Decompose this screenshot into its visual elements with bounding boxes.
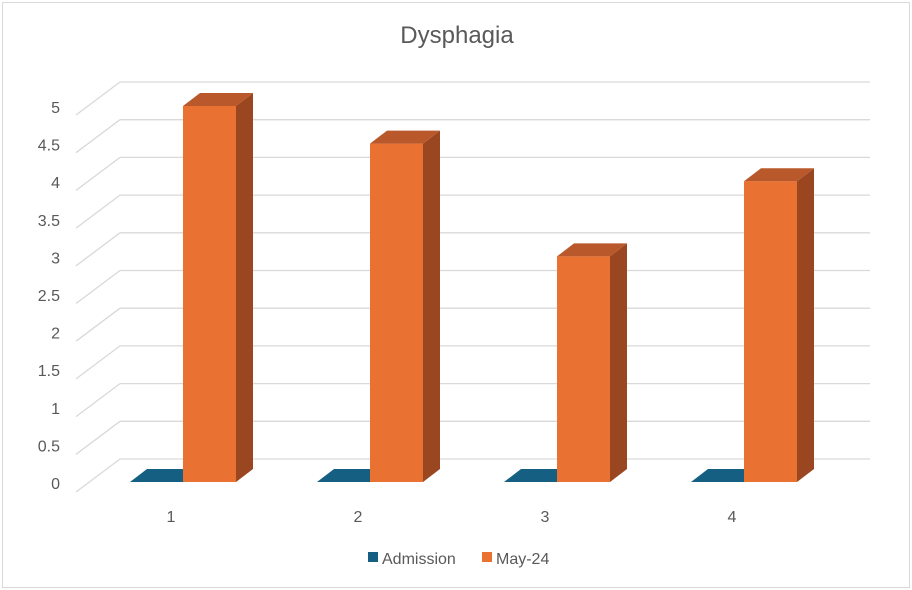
gridline-side: [75, 269, 121, 305]
gridline-side: [75, 119, 121, 154]
bar-side: [797, 168, 814, 482]
legend-swatch: [368, 552, 378, 562]
x-axis-ticks: 1 2 3 4: [167, 509, 737, 526]
x-tick-label: 2: [354, 509, 363, 526]
bar-front: [744, 181, 797, 482]
bar-may-24-1: [183, 93, 253, 482]
x-tick-label: 1: [167, 509, 176, 526]
bar-admission-3: [504, 469, 574, 482]
x-tick-label: 4: [728, 509, 737, 526]
bar-side: [236, 93, 253, 482]
legend-label: Admission: [382, 551, 456, 568]
legend-swatch: [482, 552, 492, 562]
y-tick-label: 5: [51, 100, 60, 117]
gridline-side: [75, 345, 121, 380]
y-axis-ticks: 0 0.5 1 1.5 2 2.5 3 3.5 4 4.5 5: [38, 100, 60, 493]
y-tick-label: 1: [51, 401, 60, 418]
bar-top: [691, 469, 761, 482]
gridline-side: [75, 420, 121, 455]
bar-top: [183, 93, 253, 106]
gridline-side: [75, 81, 121, 116]
bar-may-24-3: [557, 243, 627, 482]
y-tick-label: 3: [51, 250, 60, 267]
x-tick-label: 3: [541, 509, 550, 526]
bar-side: [423, 130, 440, 482]
bar-front: [557, 256, 610, 482]
gridline-side: [75, 156, 121, 191]
bar-may-24-2: [370, 130, 440, 482]
bar-front: [370, 143, 423, 482]
gridline-side: [75, 194, 121, 229]
y-tick-label: 0: [51, 476, 60, 493]
bar-side: [610, 243, 627, 482]
bar-top: [557, 243, 627, 257]
bar-top: [744, 168, 814, 182]
legend-item: Admission: [368, 551, 456, 568]
y-tick-label: 4: [51, 175, 60, 192]
y-tick-label: 0.5: [38, 438, 60, 455]
bar-top: [317, 469, 387, 482]
legend-item: May-24: [482, 551, 549, 568]
bar-may-24-4: [744, 168, 814, 482]
gridline-side: [75, 307, 121, 342]
y-tick-label: 3.5: [38, 213, 60, 230]
y-tick-label: 1.5: [38, 363, 60, 380]
y-tick-label: 4.5: [38, 138, 60, 155]
chart-title: Dysphagia: [400, 22, 514, 49]
legend-label: May-24: [496, 551, 549, 568]
bars: [130, 93, 814, 482]
y-tick-label: 2: [51, 326, 60, 343]
gridline-side: [75, 232, 121, 267]
gridline-side: [75, 458, 121, 493]
legend: Admission May-24: [368, 551, 549, 568]
y-tick-label: 2.5: [38, 288, 60, 305]
bar-top: [370, 130, 440, 144]
bar-admission-1: [130, 469, 200, 482]
bar-top: [504, 469, 574, 482]
bar-admission-4: [691, 469, 761, 482]
bar-top: [130, 469, 200, 482]
gridline-side: [75, 383, 121, 418]
bar-front: [183, 106, 236, 482]
bar-admission-2: [317, 469, 387, 482]
